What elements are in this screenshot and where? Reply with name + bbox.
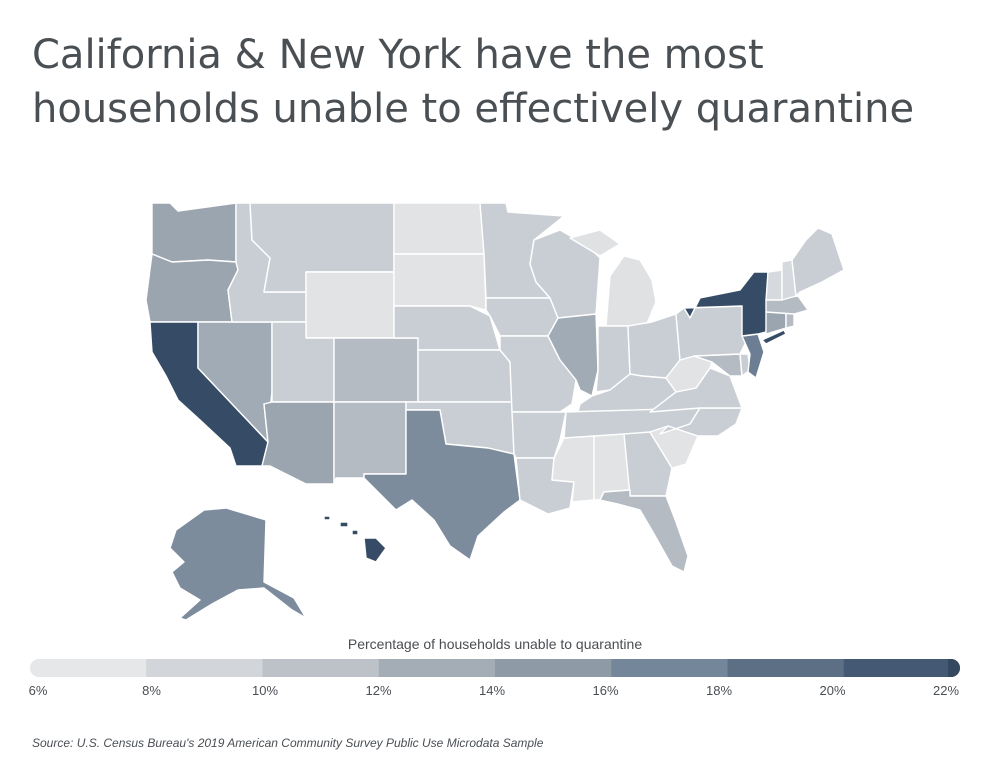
legend-tick-label: 18% [705,683,733,698]
legend-tick-label: 22% [932,683,960,698]
state-wyoming[interactable] [305,271,395,339]
state-oregon[interactable] [145,253,239,323]
legend-swatch-7 [727,659,845,677]
legend-swatch-3 [262,659,380,677]
state-new-mexico[interactable] [333,401,407,485]
legend-tick-label: 10% [251,683,279,698]
legend-tick-label: 14% [478,683,506,698]
state-florida[interactable] [599,489,689,573]
state-hawaii[interactable] [323,515,387,563]
legend-color-scale [30,659,960,677]
legend-tick-labels: 6% 8% 10% 12% 14% 16% 18% 20% 22% [0,683,990,701]
state-georgia[interactable] [623,431,673,497]
legend-swatch-6 [611,659,728,677]
legend-swatch-2 [146,659,263,677]
legend-tick-label: 8% [142,683,161,698]
legend-swatch-8 [843,659,960,677]
state-colorado[interactable] [333,337,419,403]
title-line-2: households unable to effectively quarant… [32,86,915,132]
us-choropleth-map [145,202,845,621]
legend-tick-label: 12% [365,683,392,698]
state-south-carolina[interactable] [649,425,699,469]
title-line-1: California & New York have the most [32,32,764,78]
state-south-dakota[interactable] [393,253,487,311]
state-iowa[interactable] [485,297,559,337]
state-maine[interactable] [791,227,845,297]
legend-swatch-1 [30,659,147,677]
state-alaska[interactable] [169,507,307,621]
legend-tick-label: 16% [592,683,619,698]
state-kansas[interactable] [417,349,513,403]
state-north-carolina[interactable] [659,407,743,437]
state-illinois[interactable] [547,313,599,397]
state-washington[interactable] [151,202,237,263]
legend-swatch-end [948,659,960,677]
source-note: Source: U.S. Census Bureau's 2019 Americ… [32,736,544,750]
chart-title: California & New York have the most hous… [32,28,972,136]
state-arizona[interactable] [261,401,335,485]
state-vermont[interactable] [765,269,783,301]
state-north-dakota[interactable] [393,202,485,255]
legend-swatch-5 [495,659,612,677]
state-texas[interactable] [363,409,521,561]
legend-title: Percentage of households unable to quara… [347,636,643,652]
state-wisconsin[interactable] [529,229,601,319]
legend-tick-label: 6% [28,683,48,698]
legend-tick-label: 20% [819,683,846,698]
legend-swatch-4 [378,659,496,677]
